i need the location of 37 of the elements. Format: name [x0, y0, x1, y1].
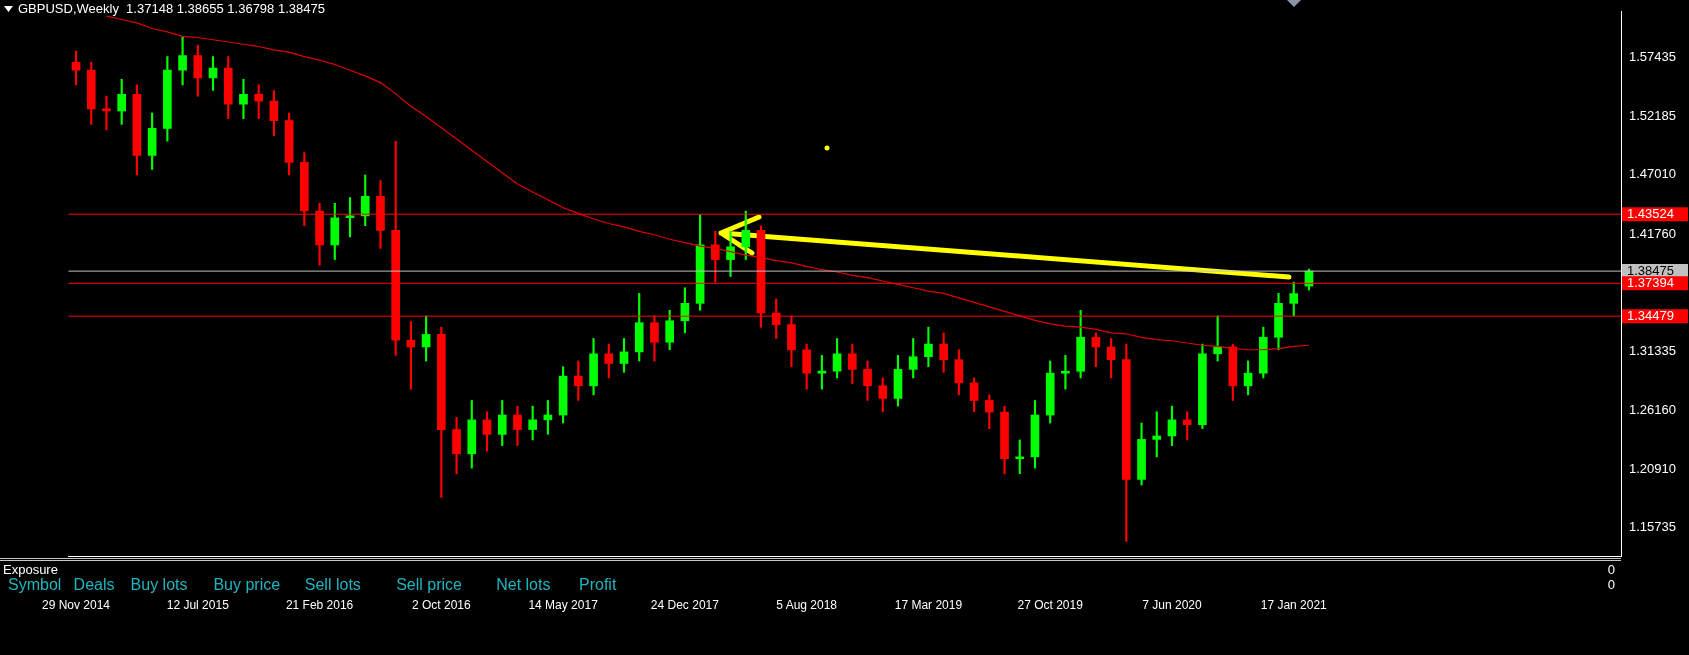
x-tick-label: 21 Feb 2016: [285, 598, 354, 613]
x-tick-label: 14 May 2017: [528, 598, 599, 613]
text: Buy price: [213, 575, 281, 594]
x-tick-label: 17 Jan 2021: [1260, 598, 1328, 613]
x-tick-label: 29 Nov 2014: [41, 598, 111, 613]
text: Symbol: [8, 575, 62, 594]
chart-title: GBPUSD,Weekly 1.37148 1.38655 1.36798 1.38475: [18, 1, 325, 16]
candlestick: [726, 231, 735, 277]
candlestick: [178, 36, 187, 86]
y-tick-label: 1.20910: [1629, 460, 1676, 476]
text: Exposure: [3, 561, 58, 577]
y-tick-label: 1.47010: [1629, 166, 1676, 182]
y-tick-label: 1.26160: [1629, 401, 1676, 417]
ref-line-label: 1.34479: [1627, 307, 1674, 323]
text: Deals: [73, 575, 115, 594]
y-tick-label: 1.57435: [1629, 48, 1676, 64]
text: 0: [1607, 576, 1615, 592]
text: Buy lots: [130, 575, 188, 594]
text: Profit: [579, 575, 617, 594]
x-tick-label: 12 Jul 2015: [166, 598, 230, 613]
x-tick-label: 5 Aug 2018: [776, 598, 838, 613]
ref-line-label: 1.43524: [1627, 205, 1674, 221]
x-tick-label: 24 Dec 2017: [650, 598, 720, 613]
text: Sell lots: [304, 575, 361, 594]
text: Net lots: [496, 575, 551, 594]
candlestick: [924, 326, 933, 367]
candlestick: [239, 78, 248, 119]
text: Sell price: [396, 575, 462, 594]
y-tick-label: 1.15735: [1629, 519, 1676, 535]
x-tick-label: 27 Oct 2019: [1017, 598, 1084, 613]
y-tick-label: 1.52185: [1629, 108, 1676, 124]
y-tick-label: 1.41760: [1629, 225, 1676, 241]
y-tick-label: 1.31335: [1629, 343, 1676, 359]
x-tick-label: 2 Oct 2016: [411, 598, 472, 613]
x-tick-label: 17 Mar 2019: [894, 598, 963, 613]
text: 0: [1607, 561, 1615, 577]
x-tick-label: 7 Jun 2020: [1142, 598, 1202, 613]
